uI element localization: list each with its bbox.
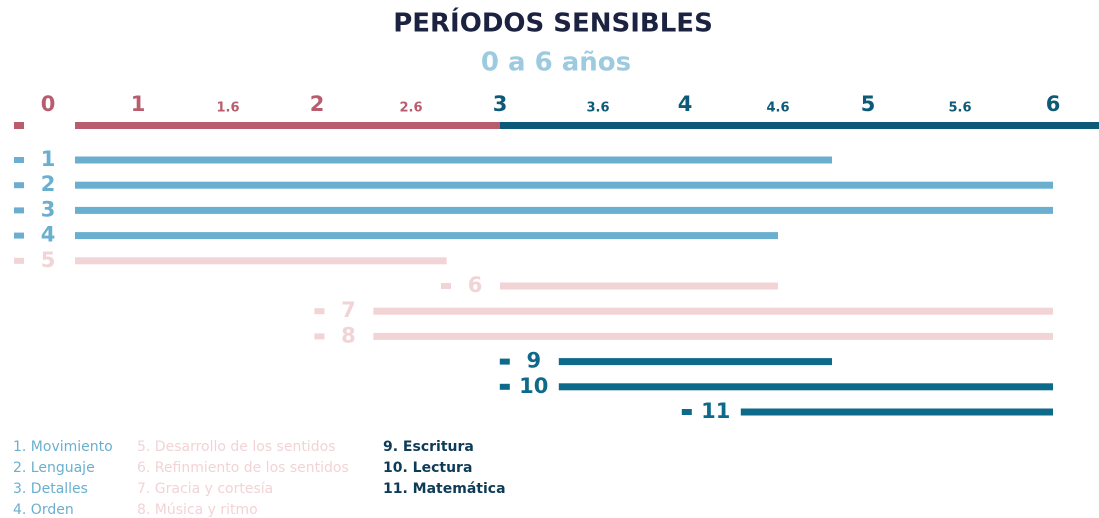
row-label: 8 [341,323,356,347]
row-marker [14,157,24,163]
row-label: 6 [468,273,483,297]
legend-entry: 5. Desarrollo de los sentidos [137,439,335,455]
row-marker [314,333,325,340]
row-label: 10 [519,374,548,398]
legend-entry: 10. Lectura [383,460,472,476]
row-marker [681,409,692,415]
row-label: 7 [341,298,356,322]
row-label: 2 [41,172,56,196]
axis-marker [14,122,24,129]
row-marker [314,308,325,315]
x-tick-label: 5 [861,92,876,116]
x-tick-label: 6 [1046,92,1061,116]
row-label: 5 [41,248,56,272]
x-tick-label: 2.6 [399,101,422,116]
range-bar [558,358,832,366]
legend-entry: 3. Detalles [13,481,88,497]
row-marker [499,358,510,365]
range-bar [75,181,1053,189]
x-tick-label: 1 [131,92,146,116]
range-bar [75,156,832,164]
legend-entry: 9. Escritura [383,439,474,455]
x-tick-label: 4 [678,92,693,116]
axis-bar [500,122,1099,129]
legend-entry: 11. Matemática [383,481,506,497]
range-bar [373,332,1053,340]
legend-entry: 8. Música y ritmo [137,502,258,518]
x-tick-label: 2 [310,92,325,116]
x-tick-label: 0 [41,92,56,116]
chart-title: PERÍODOS SENSIBLES [393,7,713,39]
range-bar [740,408,1053,416]
range-bar [500,282,778,290]
row-label: 4 [41,223,56,247]
legend-entry: 1. Movimiento [13,439,113,455]
legend-entry: 2. Lenguaje [13,460,95,476]
legend-entry: 4. Orden [13,502,74,518]
x-tick-label: 4.6 [766,101,789,116]
legend-entry: 7. Gracia y cortesía [137,481,273,497]
row-label: 1 [41,147,56,171]
row-label: 11 [701,399,730,423]
row-label: 9 [526,349,541,373]
x-tick-label: 1.6 [216,101,239,116]
row-marker [14,182,24,189]
x-tick-label: 3 [493,92,508,116]
row-marker [14,257,24,264]
row-marker [499,383,510,390]
range-bar [373,307,1053,315]
row-label: 3 [41,197,56,221]
range-bar [75,257,447,265]
chart-subtitle: 0 a 6 años [481,48,631,78]
row-marker [14,232,24,239]
range-bar [75,232,778,240]
x-tick-label: 3.6 [586,101,609,116]
axis-bar [75,122,500,129]
legend-entry: 6. Refinmiento de los sentidos [137,460,349,476]
row-marker [441,283,451,289]
x-tick-label: 5.6 [948,101,971,116]
row-marker [14,207,24,214]
range-bar [558,383,1053,391]
range-bar [75,206,1053,214]
